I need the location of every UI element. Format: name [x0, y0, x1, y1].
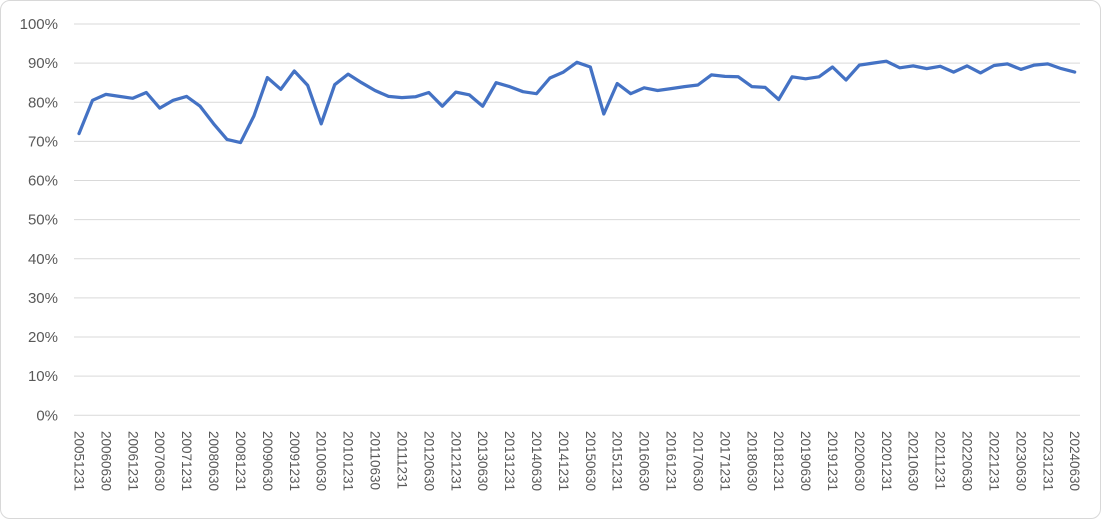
- x-tick-label: 20140630: [529, 431, 544, 491]
- x-axis-labels: 20051231 20060630 20061231 20070630 20071231…: [72, 431, 1083, 491]
- y-axis-labels: 100% 90% 80% 70% 60% 50% 40% 30% 20% 10% 0%: [20, 16, 58, 424]
- gridlines: [74, 23, 1080, 416]
- x-tick-label: 20170630: [690, 431, 705, 491]
- x-tick-label: 20070630: [152, 431, 167, 491]
- x-tick-label: 20080630: [206, 431, 221, 491]
- x-tick-label: 20161231: [664, 431, 679, 491]
- x-tick-label: 20060630: [98, 431, 113, 491]
- y-tick-label: 90%: [28, 55, 58, 72]
- y-tick-label: 20%: [28, 329, 58, 346]
- y-tick-label: 50%: [28, 212, 58, 229]
- y-tick-label: 0%: [36, 407, 58, 424]
- x-tick-label: 20151231: [610, 431, 625, 491]
- x-tick-label: 20160630: [637, 431, 652, 491]
- x-tick-label: 20101231: [341, 431, 356, 491]
- x-tick-label: 20210630: [906, 431, 921, 491]
- x-tick-label: 20091231: [287, 431, 302, 491]
- data-series-line: [77, 59, 1077, 145]
- x-tick-label: 20150630: [583, 431, 598, 491]
- x-tick-label: 20090630: [260, 431, 275, 491]
- x-tick-label: 20121231: [448, 431, 463, 491]
- x-tick-label: 20100630: [314, 431, 329, 491]
- y-tick-label: 60%: [28, 173, 58, 190]
- x-tick-label: 20111231: [394, 431, 409, 489]
- x-tick-label: 20181231: [771, 431, 786, 491]
- x-tick-label: 20240630: [1067, 431, 1082, 491]
- data-series: [77, 59, 1077, 145]
- x-tick-label: 20220630: [960, 431, 975, 491]
- x-tick-label: 20191231: [825, 431, 840, 491]
- y-tick-label: 80%: [28, 94, 58, 111]
- y-tick-label: 100%: [20, 16, 58, 33]
- x-tick-label: 20120630: [421, 431, 436, 491]
- x-tick-label: 20190630: [798, 431, 813, 491]
- y-tick-label: 70%: [28, 133, 58, 150]
- x-tick-label: 20141231: [556, 431, 571, 491]
- x-tick-label: 20230630: [1013, 431, 1028, 491]
- y-tick-label: 10%: [28, 368, 58, 385]
- x-tick-label: 20180630: [744, 431, 759, 491]
- x-tick-label: 20051231: [72, 431, 87, 491]
- x-tick-label: 20211231: [933, 431, 948, 490]
- x-tick-label: 20221231: [986, 431, 1001, 491]
- x-tick-label: 20081231: [233, 431, 248, 491]
- x-tick-label: 20130630: [475, 431, 490, 491]
- x-tick-label: 20110630: [368, 431, 383, 490]
- y-tick-label: 30%: [28, 290, 58, 307]
- y-tick-label: 40%: [28, 251, 58, 268]
- x-tick-label: 20201231: [879, 431, 894, 491]
- x-tick-label: 20131231: [502, 431, 517, 491]
- x-tick-label: 20171231: [717, 431, 732, 491]
- x-tick-label: 20231231: [1040, 431, 1055, 491]
- x-tick-label: 20061231: [125, 431, 140, 491]
- x-tick-label: 20200630: [852, 431, 867, 491]
- x-tick-label: 20071231: [179, 431, 194, 491]
